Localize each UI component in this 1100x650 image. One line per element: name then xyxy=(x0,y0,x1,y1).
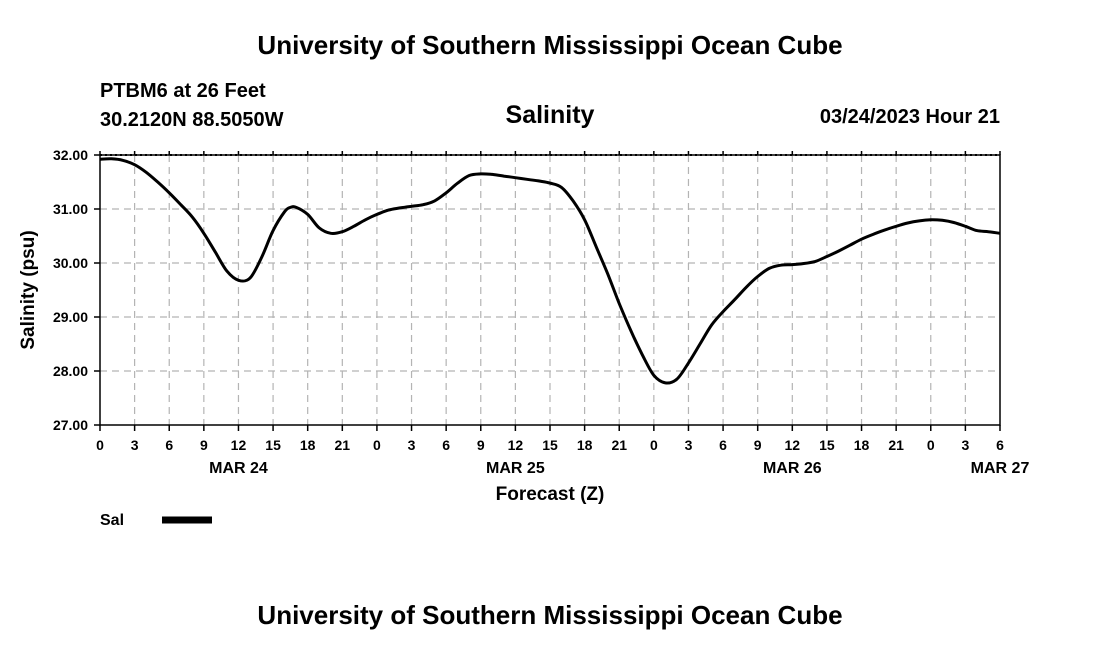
y-tick-label: 31.00 xyxy=(53,201,88,217)
x-axis-label: Forecast (Z) xyxy=(496,484,605,505)
x-tick-label: 0 xyxy=(96,437,104,453)
x-tick-label: 18 xyxy=(854,437,870,453)
x-tick-label: 9 xyxy=(200,437,208,453)
y-tick-label: 29.00 xyxy=(53,309,88,325)
station-name: PTBM6 at 26 Feet xyxy=(100,80,266,102)
x-tick-label: 9 xyxy=(754,437,762,453)
x-tick-label: 3 xyxy=(685,437,693,453)
x-tick-label: 15 xyxy=(265,437,281,453)
x-tick-label: 21 xyxy=(611,437,627,453)
chart-title: Salinity xyxy=(505,101,595,129)
date-label: MAR 27 xyxy=(971,460,1030,477)
date-label: MAR 24 xyxy=(209,460,268,477)
x-tick-label: 9 xyxy=(477,437,485,453)
grid xyxy=(100,155,1000,425)
station-info: PTBM6 at 26 Feet 30.2120N 88.5050W xyxy=(100,77,283,135)
forecast-run-time: 03/24/2023 Hour 21 xyxy=(819,106,1000,128)
salinity-series-line xyxy=(99,157,1001,385)
x-tick-label: 6 xyxy=(442,437,450,453)
x-tick-label: 3 xyxy=(131,437,139,453)
x-tick-label: 21 xyxy=(888,437,904,453)
y-tick-label: 28.00 xyxy=(53,363,88,379)
y-tick-label: 32.00 xyxy=(53,147,88,163)
x-tick-label: 6 xyxy=(719,437,727,453)
x-tick-label: 12 xyxy=(508,437,524,453)
x-tick-label: 21 xyxy=(335,437,351,453)
x-tick-label: 12 xyxy=(231,437,247,453)
x-tick-label: 15 xyxy=(819,437,835,453)
x-tick-label: 0 xyxy=(373,437,381,453)
x-tick-label: 12 xyxy=(785,437,801,453)
x-tick-label: 6 xyxy=(165,437,173,453)
legend-label: Sal xyxy=(100,512,124,529)
date-label: MAR 26 xyxy=(763,460,822,477)
y-tick-label: 30.00 xyxy=(53,255,88,271)
date-label: MAR 25 xyxy=(486,460,545,477)
x-tick-label: 18 xyxy=(577,437,593,453)
x-tick-label: 6 xyxy=(996,437,1004,453)
x-tick-label: 18 xyxy=(300,437,316,453)
x-tick-label: 15 xyxy=(542,437,558,453)
x-tick-label: 3 xyxy=(408,437,416,453)
station-coordinates: 30.2120N 88.5050W xyxy=(100,109,284,131)
y-axis-label: Salinity (psu) xyxy=(18,230,39,349)
x-tick-label: 3 xyxy=(961,437,969,453)
legend: Sal xyxy=(100,512,212,529)
axes: 27.00 28.00 29.00 30.00 31.00 32.00 0 3 6 9 12 15 18… xyxy=(53,147,1029,477)
x-tick-label: 0 xyxy=(927,437,935,453)
footer-title: University of Southern Mississippi Ocean… xyxy=(257,600,843,630)
page-title: University of Southern Mississippi Ocean… xyxy=(257,30,843,60)
y-tick-label: 27.00 xyxy=(53,417,88,433)
x-tick-label: 0 xyxy=(650,437,658,453)
